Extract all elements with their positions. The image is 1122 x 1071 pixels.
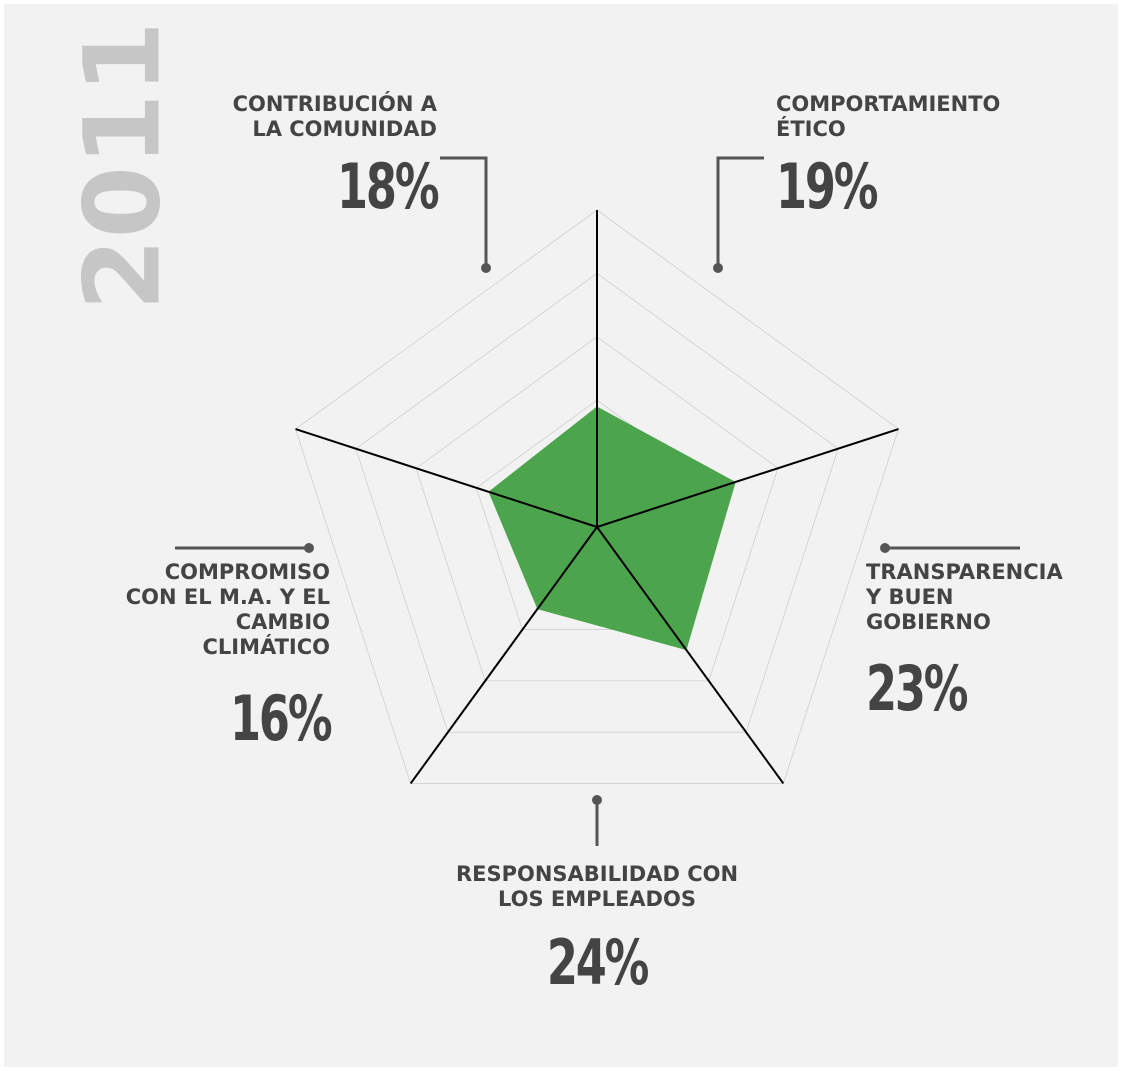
category-label: TRANSPARENCIA Y BUEN GOBIERNO bbox=[866, 560, 1063, 634]
category-label: CONTRIBUCIÓN A LA COMUNIDAD bbox=[232, 92, 437, 141]
leader-dot bbox=[592, 795, 602, 805]
leader-dot bbox=[880, 543, 890, 553]
year-title: 2011 bbox=[61, 21, 183, 310]
grid-ring bbox=[355, 272, 839, 733]
grid-ring bbox=[415, 336, 779, 682]
axis-line bbox=[596, 428, 899, 528]
chart: 2011 COMPORTAMIENTO ÉTICO 19% TRANSPARENCI… bbox=[4, 4, 1118, 1067]
axis-line bbox=[295, 428, 598, 528]
value-label: 19% bbox=[776, 150, 879, 223]
leader-dot bbox=[713, 263, 723, 273]
value-label: 16% bbox=[229, 682, 333, 755]
category-label: COMPORTAMIENTO ÉTICO bbox=[776, 92, 1001, 141]
radar-canvas: 2011 bbox=[61, 21, 1020, 846]
axis-line bbox=[409, 526, 598, 785]
leader-dot bbox=[304, 543, 314, 553]
leader-line bbox=[440, 156, 488, 268]
grid-ring bbox=[295, 209, 899, 784]
value-label: 23% bbox=[866, 652, 969, 725]
radar-area bbox=[488, 406, 736, 651]
leader-dot bbox=[481, 263, 491, 273]
leader-line bbox=[716, 156, 764, 268]
value-label: 18% bbox=[336, 150, 440, 223]
category-label: RESPONSABILIDAD CON LOS EMPLEADOS bbox=[455, 862, 739, 911]
axis-line bbox=[596, 526, 785, 785]
category-label: COMPROMISO CON EL M.A. Y EL CAMBIO CLIMÁ… bbox=[125, 560, 330, 659]
value-label: 24% bbox=[546, 926, 650, 999]
